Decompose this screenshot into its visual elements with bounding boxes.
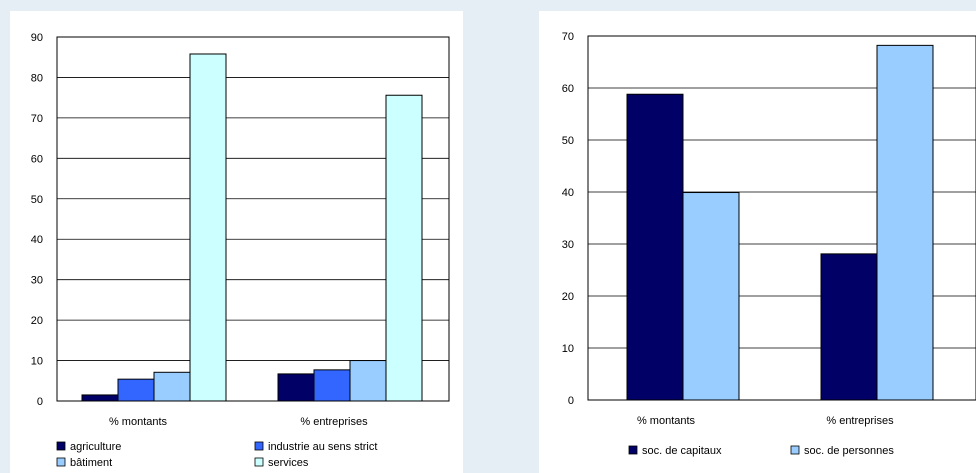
x-tick-label: % entreprises bbox=[826, 415, 894, 427]
y-tick-label: 0 bbox=[37, 396, 43, 408]
bar-services-montants bbox=[189, 53, 227, 402]
y-tick-label: 70 bbox=[31, 113, 43, 125]
legend-label-soc-de-personnes: soc. de personnes bbox=[804, 445, 894, 457]
legend-swatch-industrie-au-sens-strict bbox=[254, 441, 264, 451]
legend-swatch-soc-de-personnes bbox=[790, 445, 800, 455]
bar-batiment-entreprises bbox=[349, 360, 387, 402]
bar-agriculture-montants bbox=[81, 394, 119, 402]
bar-industrie-au-sens-strict-montants bbox=[117, 378, 155, 402]
y-tick-label: 60 bbox=[31, 153, 43, 165]
y-tick-label: 30 bbox=[562, 239, 574, 251]
x-tick-label: % entreprises bbox=[300, 416, 368, 428]
y-tick-label: 10 bbox=[31, 356, 43, 368]
x-tick-label: % montants bbox=[109, 416, 168, 428]
legend-label-services: services bbox=[268, 457, 309, 469]
y-tick-label: 40 bbox=[31, 234, 43, 246]
y-tick-label: 20 bbox=[31, 315, 43, 327]
bar-services-entreprises bbox=[385, 94, 423, 402]
x-tick-label: % montants bbox=[637, 415, 696, 427]
y-tick-label: 90 bbox=[31, 32, 43, 44]
y-tick-label: 40 bbox=[562, 187, 574, 199]
legend-label-batiment: bâtiment bbox=[70, 457, 112, 469]
bar-soc-de-capitaux-entreprises bbox=[820, 253, 878, 401]
y-tick-label: 10 bbox=[562, 343, 574, 355]
bar-soc-de-personnes-entreprises bbox=[876, 44, 934, 401]
bar-soc-de-capitaux-montants bbox=[626, 93, 684, 401]
legend-label-industrie-au-sens-strict: industrie au sens strict bbox=[268, 441, 377, 453]
legend-label-agriculture: agriculture bbox=[70, 441, 121, 453]
y-tick-label: 30 bbox=[31, 275, 43, 287]
y-tick-label: 0 bbox=[568, 395, 574, 407]
legend-swatch-batiment bbox=[56, 457, 66, 467]
bar-soc-de-personnes-montants bbox=[682, 192, 740, 401]
bar-agriculture-entreprises bbox=[277, 373, 315, 402]
legend-swatch-soc-de-capitaux bbox=[628, 445, 638, 455]
legend-swatch-services bbox=[254, 457, 264, 467]
y-tick-label: 60 bbox=[562, 83, 574, 95]
chart-panel-sector: % montants % entreprises 0 10 20 30 40 50 60 70 80… bbox=[10, 11, 463, 473]
y-tick-label: 50 bbox=[562, 135, 574, 147]
bar-industrie-au-sens-strict-entreprises bbox=[313, 369, 351, 402]
y-tick-label: 50 bbox=[31, 194, 43, 206]
chart-panel-legal-form: % montants % entreprises 0 10 20 30 40 50 60 70 so… bbox=[539, 11, 976, 473]
legend-label-soc-de-capitaux: soc. de capitaux bbox=[642, 445, 722, 457]
plot-frame bbox=[587, 35, 976, 401]
bar-batiment-montants bbox=[153, 371, 191, 402]
plot-frame bbox=[56, 36, 450, 402]
legend-swatch-agriculture bbox=[56, 441, 66, 451]
y-tick-label: 20 bbox=[562, 291, 574, 303]
sector-bar-chart: % montants % entreprises 0 10 20 30 40 50 60 70 80… bbox=[31, 32, 450, 469]
y-tick-label: 70 bbox=[562, 31, 574, 43]
legal-form-bar-chart: % montants % entreprises 0 10 20 30 40 50 60 70 so… bbox=[562, 31, 976, 457]
y-tick-label: 80 bbox=[31, 72, 43, 84]
